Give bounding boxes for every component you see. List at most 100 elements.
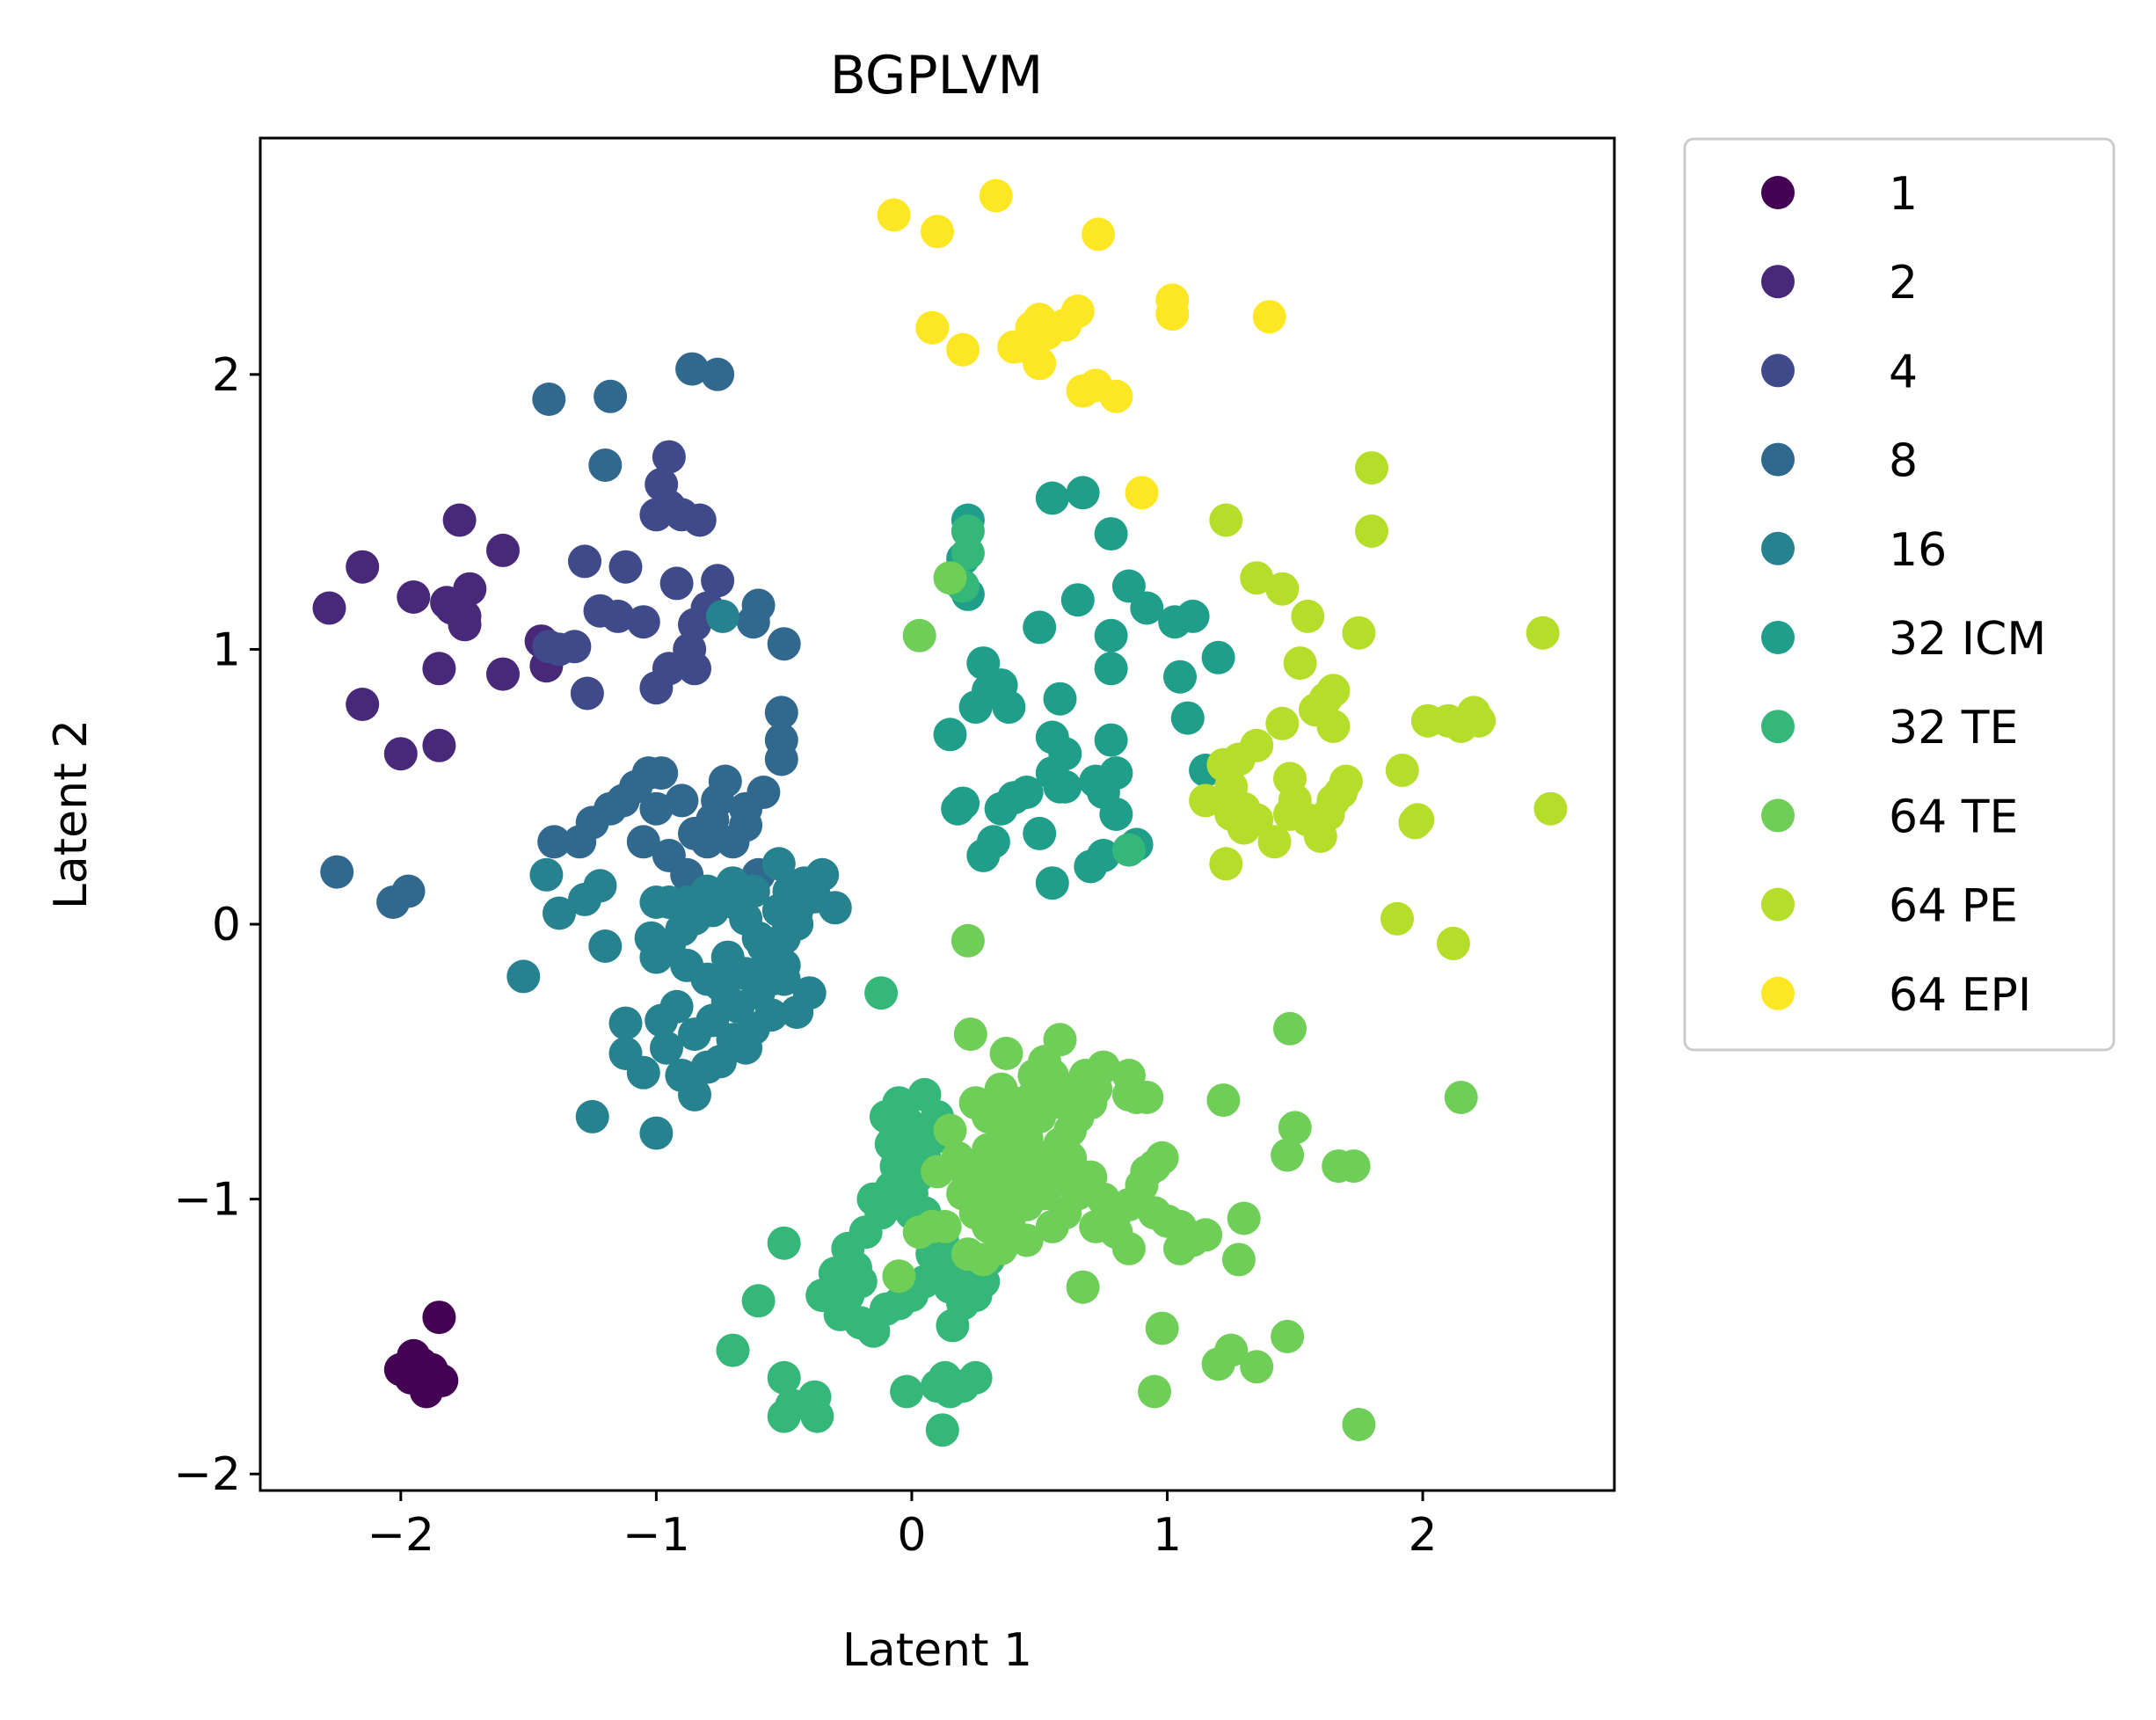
series-64-pe: [1189, 451, 1568, 960]
data-point: [1066, 476, 1100, 510]
legend-marker: [1761, 710, 1795, 744]
data-point: [1271, 1138, 1305, 1172]
data-point: [346, 550, 380, 584]
data-point: [1201, 640, 1235, 674]
data-point: [678, 652, 711, 686]
data-point: [1094, 652, 1128, 686]
data-point: [984, 791, 1018, 826]
series-1: [383, 1301, 459, 1409]
data-point: [1462, 703, 1496, 738]
legend-marker: [1761, 265, 1795, 299]
data-point: [1130, 1081, 1164, 1114]
data-point: [391, 874, 426, 908]
data-point: [1163, 1231, 1197, 1265]
data-point: [761, 893, 796, 928]
data-point: [936, 1308, 970, 1343]
data-point: [1094, 723, 1128, 757]
data-point: [946, 332, 980, 367]
legend-entry: 8: [1761, 435, 1918, 488]
data-point: [634, 921, 668, 955]
legend-entry: 32 TE: [1761, 702, 2018, 754]
data-point: [1273, 762, 1307, 796]
legend-label: 64 PE: [1889, 880, 2018, 933]
data-point: [800, 1399, 834, 1433]
data-point: [958, 690, 993, 725]
data-point: [537, 825, 572, 859]
data-point: [608, 550, 643, 584]
data-point: [1227, 811, 1261, 845]
data-point: [543, 896, 576, 930]
data-point: [1111, 833, 1146, 867]
data-point: [921, 215, 954, 249]
data-point: [1221, 1243, 1256, 1277]
legend-label: 32 ICM: [1889, 613, 2046, 666]
data-point: [425, 1364, 459, 1397]
data-point: [1125, 476, 1159, 510]
data-point: [953, 1017, 987, 1052]
data-point: [532, 383, 566, 416]
data-point: [997, 1086, 1031, 1120]
data-point: [818, 1257, 852, 1290]
legend-label: 64 TE: [1889, 791, 2018, 843]
data-point: [639, 791, 674, 826]
data-point: [1094, 517, 1128, 551]
data-point: [1526, 616, 1560, 650]
legend-entry: 64 PE: [1761, 880, 2018, 933]
scatter-points: [312, 179, 1568, 1447]
y-tick-label: 1: [212, 623, 241, 676]
legend-entry: 64 EPI: [1761, 969, 2031, 1022]
data-point: [626, 605, 660, 639]
data-point: [1023, 610, 1057, 645]
data-point: [312, 591, 346, 625]
data-point: [767, 1360, 801, 1395]
legend-marker: [1761, 887, 1795, 922]
data-point: [1028, 1045, 1061, 1079]
data-point: [1355, 451, 1388, 485]
data-point: [422, 1301, 456, 1335]
data-point: [665, 783, 699, 818]
data-point: [486, 533, 520, 567]
data-point: [1273, 1011, 1307, 1046]
data-point: [696, 803, 730, 837]
data-point: [1337, 1149, 1371, 1184]
legend-marker: [1761, 353, 1795, 388]
y-tick-label: 0: [212, 899, 241, 951]
data-point: [792, 976, 827, 1010]
y-tick-label: −1: [173, 1174, 241, 1227]
data-point: [894, 1127, 929, 1162]
y-tick-label: 2: [212, 349, 241, 402]
data-point: [925, 1413, 959, 1447]
data-point: [701, 357, 735, 391]
series-4: [532, 440, 735, 711]
data-point: [1023, 816, 1057, 850]
data-point: [951, 1237, 985, 1272]
legend-marker: [1761, 976, 1795, 1010]
y-axis-ticks: −2 −1 0 1 2: [173, 349, 260, 1501]
data-point: [588, 929, 623, 963]
data-point: [650, 1031, 683, 1065]
x-tick-label: 1: [1153, 1509, 1182, 1562]
data-point: [705, 599, 739, 633]
legend-marker: [1761, 442, 1795, 477]
legend-marker: [1761, 621, 1795, 654]
x-tick-label: −1: [623, 1509, 690, 1562]
data-point: [1189, 1218, 1223, 1252]
data-point: [1009, 330, 1044, 364]
x-axis-label: Latent 1: [842, 1624, 1032, 1677]
data-point: [568, 544, 601, 579]
data-point: [1316, 710, 1351, 743]
data-point: [696, 1003, 730, 1038]
legend-label: 8: [1889, 435, 1918, 488]
data-point: [1009, 1223, 1044, 1257]
data-point: [346, 688, 380, 721]
data-point: [659, 989, 694, 1024]
data-point: [1079, 1209, 1113, 1243]
data-point: [741, 1284, 776, 1318]
data-point: [1444, 1081, 1478, 1114]
series-64-te: [882, 561, 1478, 1441]
data-point: [915, 310, 950, 345]
data-point: [1170, 701, 1205, 735]
data-point: [941, 1141, 975, 1175]
data-point: [670, 886, 704, 919]
